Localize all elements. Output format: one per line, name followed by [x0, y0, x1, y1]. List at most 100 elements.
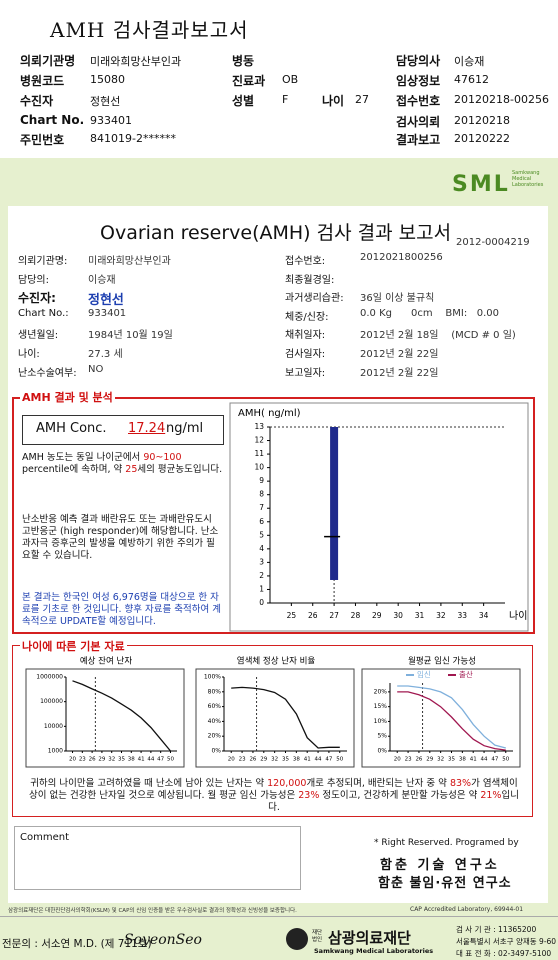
header-title: AMH 검사결과보고서: [50, 18, 249, 42]
field-label: 수진자: [20, 94, 54, 108]
x-tick-label: 35: [118, 757, 125, 763]
chart-frame: [229, 402, 529, 632]
field-label: 병동: [232, 54, 255, 68]
cap: CAP Accredited Laboratory, 69944-01: [410, 906, 524, 913]
field-label: Chart No.: [20, 113, 85, 127]
y-tick-label: 9: [259, 476, 264, 485]
x-tick-label: 26: [415, 757, 422, 763]
info-value: 2012년 2월 22일: [360, 349, 439, 360]
info-label: 검사일자:: [285, 349, 326, 360]
field-value: 27: [355, 93, 369, 106]
y-tick-label: 3: [259, 557, 264, 566]
doctor: 전문의 : 서소연 M.D. (제 711호): [2, 938, 152, 950]
info-label: 담당의:: [18, 274, 49, 286]
y-tick-label: 1000000: [36, 674, 63, 681]
y-tick-label: 2: [259, 571, 264, 580]
field-value: 933401: [90, 114, 132, 127]
info-label: 채취일자:: [285, 330, 326, 342]
series-line: [397, 691, 506, 751]
x-tick-label: 20: [394, 757, 401, 763]
y-tick-label: 4: [259, 544, 264, 553]
y-tick-label: 1000: [48, 748, 63, 755]
info-value: 2012년 2월 18일 (MCD # 0 일): [360, 330, 516, 342]
x-tick-label: 26: [308, 611, 318, 620]
logo: SML: [452, 172, 510, 197]
org-info: 검 사 기 관 : 11365200: [456, 925, 537, 934]
info-value: 정현선: [88, 293, 124, 309]
series-line: [72, 680, 172, 752]
org-en: Samkwang Medical Laboratories: [314, 947, 434, 955]
legend-label: 임신: [417, 670, 431, 679]
paragraph: AMH 농도는 동일 나이군에서 90~100 percentile에 속하며,…: [22, 452, 227, 476]
x-tick-label: 38: [293, 757, 300, 763]
report-card: [8, 206, 548, 903]
x-tick-label: 29: [98, 757, 105, 763]
text: 120,000: [267, 778, 307, 789]
x-tick-label: 32: [436, 611, 446, 620]
y-tick-label: 80%: [208, 688, 222, 695]
text: 25: [125, 464, 138, 475]
y-tick-label: 0%: [211, 748, 221, 755]
x-tick-label: 50: [167, 757, 174, 763]
info-label: 난소수술여부:: [18, 367, 77, 379]
x-tick-label: 38: [459, 757, 466, 763]
conc-box: [22, 415, 224, 445]
x-tick-label: 33: [457, 611, 467, 620]
signature: SoyeonSeo: [124, 932, 202, 948]
comment-label: Comment: [20, 832, 69, 843]
y-tick-label: 100%: [204, 674, 221, 681]
info-value: 27.3 세: [88, 349, 123, 360]
text: 정도이고, 건강하게 분만할 가능성은 약: [319, 790, 481, 801]
x-tick-label: 28: [351, 611, 361, 620]
text: 귀하의 나이만을 고려하였을 때 난소에 남아 있는 난자는 약: [30, 778, 268, 789]
paragraph: 난소반응 예측 결과 배란유도 또는 과배란유도시 고반응군 (high res…: [22, 514, 219, 561]
rights: * Right Reserved. Programed by: [374, 838, 519, 848]
info-value: 이승재: [88, 274, 116, 286]
field-value: 20120218: [454, 114, 510, 127]
field-value: F: [282, 93, 289, 106]
org-emblem: [286, 928, 308, 950]
y-tick-label: 0: [259, 598, 264, 607]
basic-box: [12, 645, 533, 817]
lab-name: 함춘 불임·유전 연구소: [378, 876, 512, 891]
x-tick-label: 44: [481, 757, 488, 763]
x-tick-label: 26: [89, 757, 96, 763]
y-tick-label: 11: [254, 449, 264, 458]
field-value: 15080: [90, 73, 125, 86]
chart-title: 월평균 임신 가능성: [408, 656, 476, 667]
y-tick-label: 10: [254, 463, 264, 472]
analysis-box: [12, 397, 535, 634]
info-label: 나이:: [18, 349, 40, 360]
field-label: 나이: [322, 94, 345, 108]
notice: 삼광의료재단은 대한진단검사의학회(KSLM) 및 CAP의 신임 인증을 받은…: [8, 908, 297, 914]
text: 입니다.: [268, 790, 519, 813]
field-value: 841019-2******: [90, 132, 176, 145]
info-label: 수진자:: [18, 291, 56, 306]
series-line: [231, 686, 340, 749]
y-tick-label: 13: [254, 422, 264, 431]
x-tick-label: 32: [437, 757, 444, 763]
x-tick-label: 20: [228, 757, 235, 763]
x-tick-label: 27: [329, 611, 339, 620]
x-tick-label: 41: [138, 757, 145, 763]
y-tick-label: 5: [259, 530, 264, 539]
info-label: 과거생리습관:: [285, 293, 344, 305]
mini-chart: 염색체 정상 난자 비율 0% 20% 40% 60% 80% 100% 20 23 26 29 32…: [195, 656, 355, 768]
y-tick-label: 7: [259, 503, 264, 512]
text: 가 염색체이상이 없는 건강한 난자일 것으로 예상됩니다. 월 평균 임신 가…: [29, 778, 518, 801]
y-tick-label: 1: [259, 584, 264, 593]
y-tick-label: 15%: [374, 703, 388, 710]
text: percentile에 속하며, 약: [22, 464, 126, 475]
org: 삼광의료재단: [328, 929, 411, 947]
x-tick-label: 50: [502, 757, 509, 763]
mini-chart: 월평균 임신 가능성 0% 5% 10% 15% 20% 20 23 26 29 32 35 38 41 4…: [361, 656, 521, 768]
x-tick-label: 35: [448, 757, 455, 763]
field-label: 임상정보: [396, 74, 441, 88]
info-label: Chart No.:: [18, 307, 69, 319]
x-tick-label: 29: [372, 611, 382, 620]
chart-title: 염색체 정상 난자 비율: [237, 656, 316, 667]
section-title: 나이에 따른 기본 자료: [20, 638, 127, 654]
x-tick-label: 41: [304, 757, 311, 763]
x-tick-label: 41: [470, 757, 477, 763]
